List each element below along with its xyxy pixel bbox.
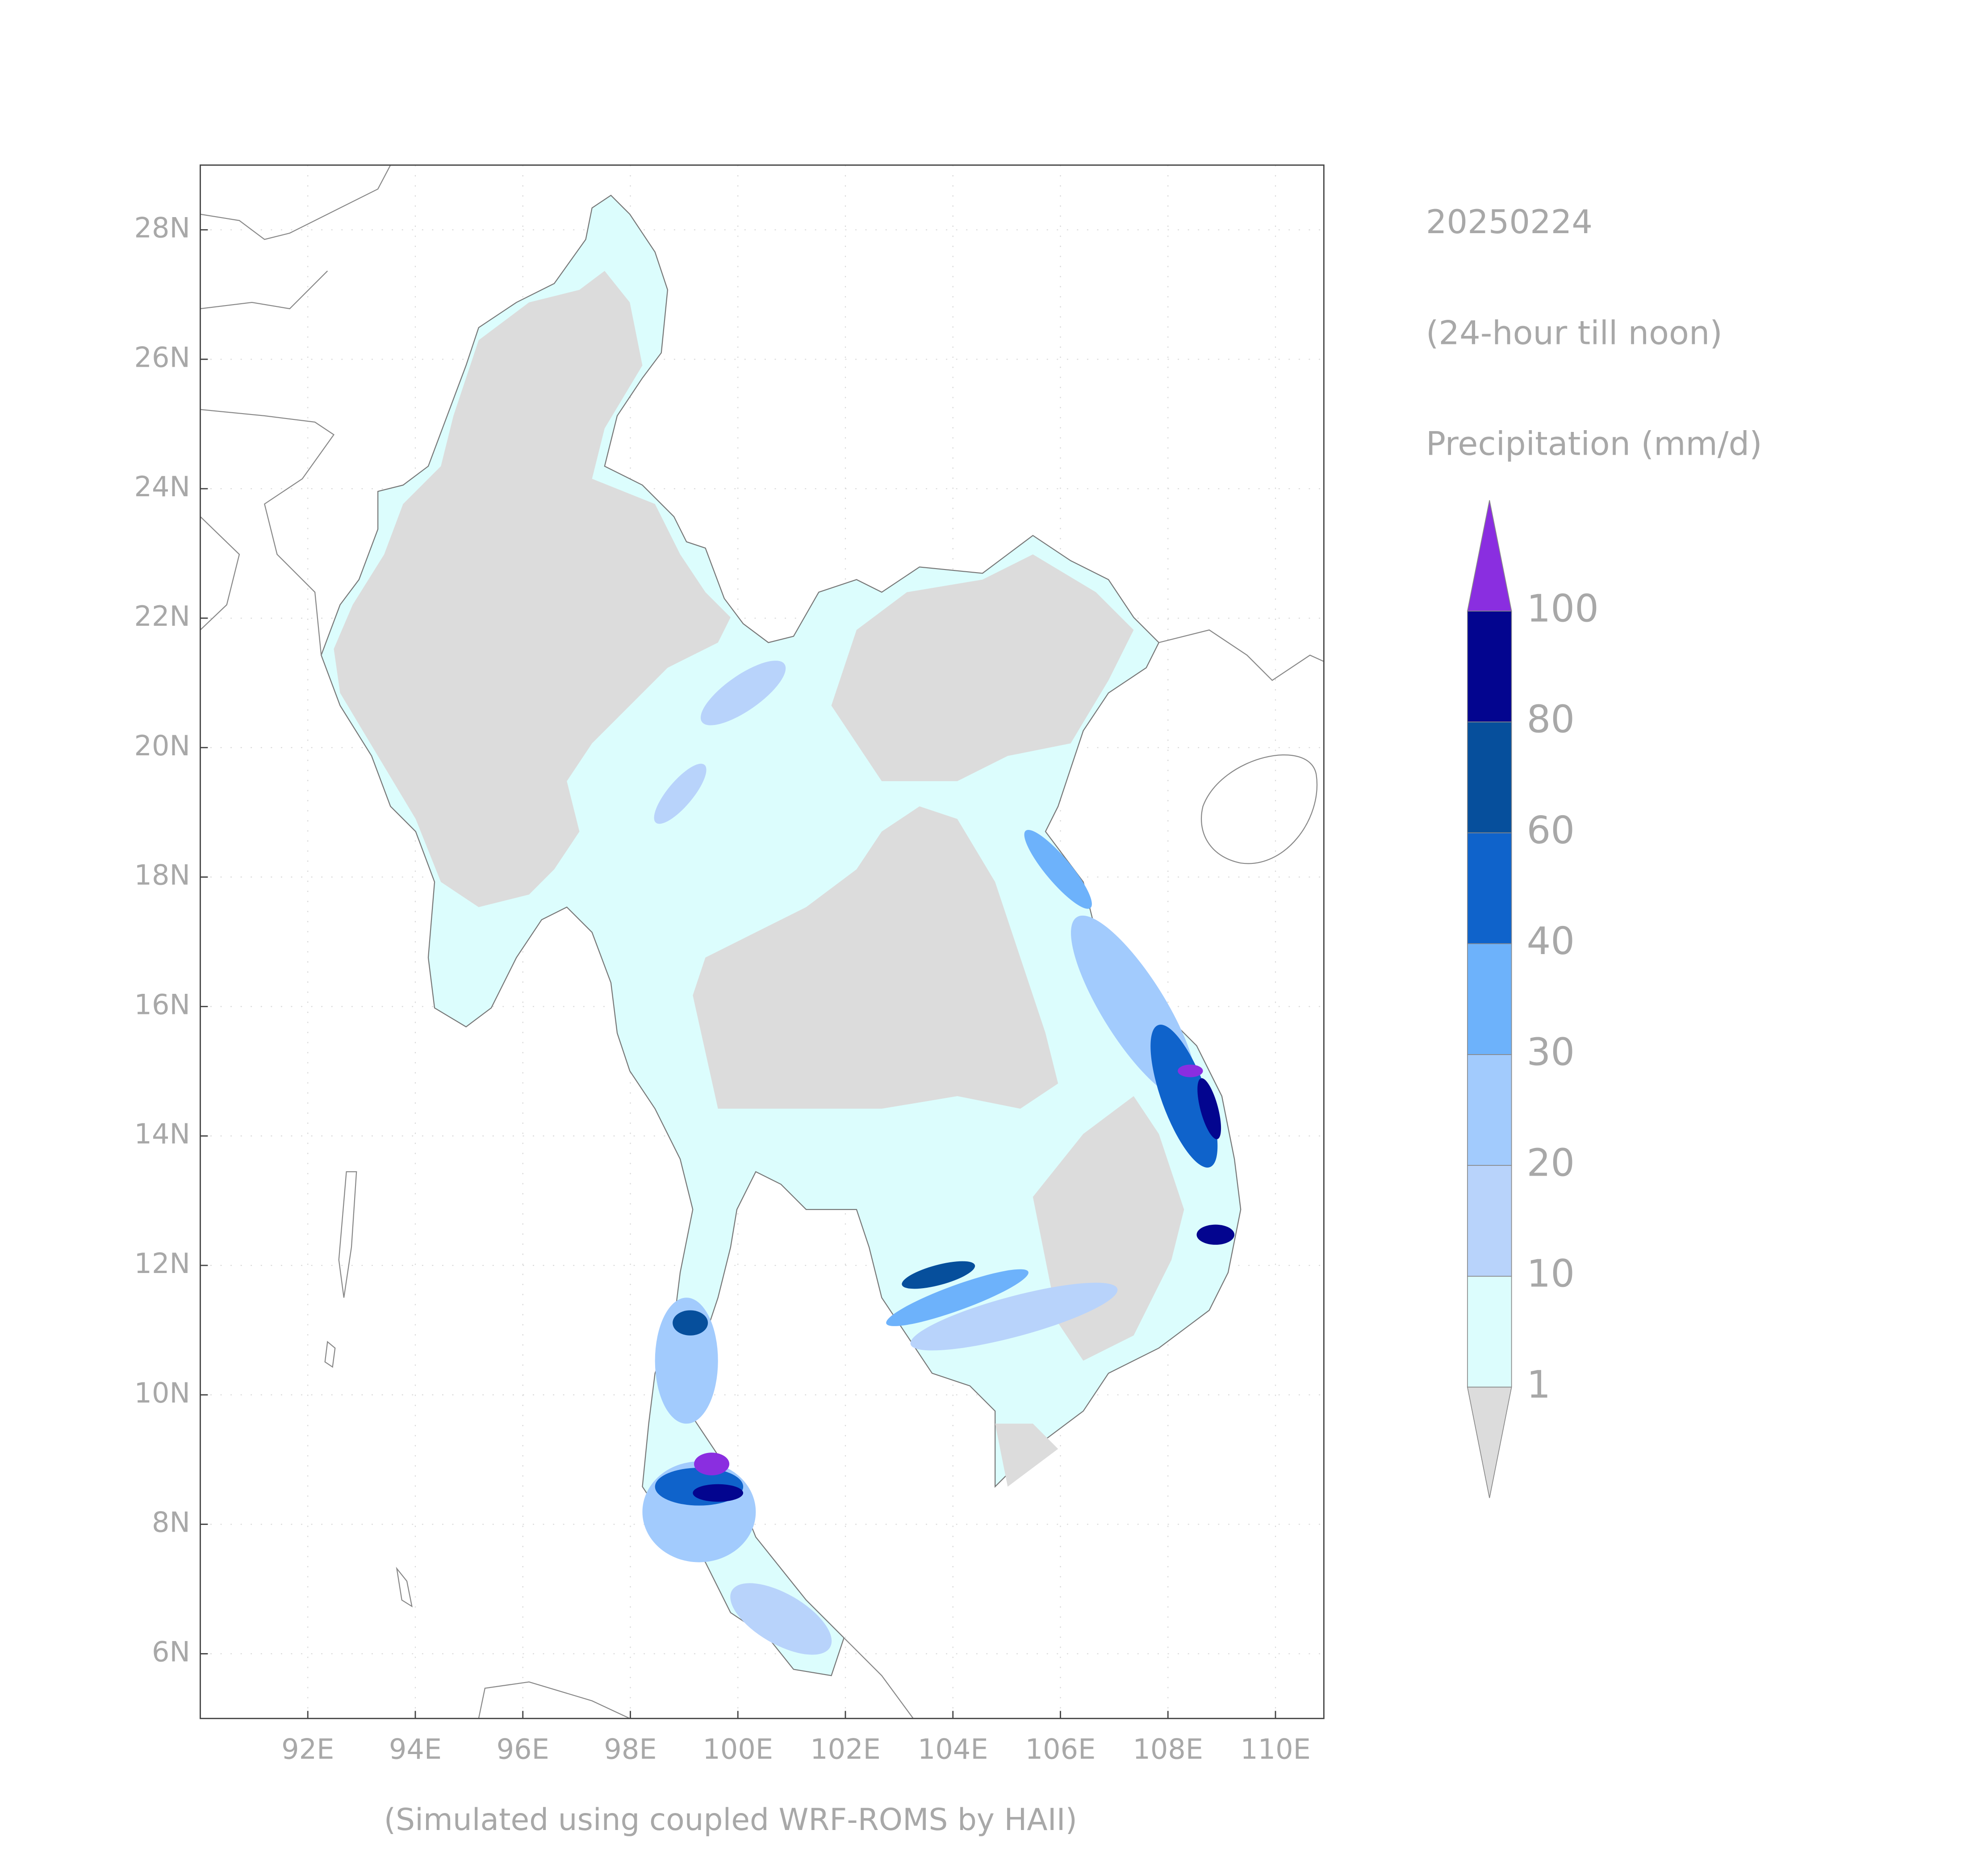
colorbar-label: 80 <box>1526 697 1575 741</box>
colorbar-label: 40 <box>1526 919 1575 963</box>
axes: 92E 94E 96E 98E 100E 102E 104E 106E 108E 110E 6N 8N… <box>134 212 1311 1766</box>
coastline <box>1158 629 1324 681</box>
coastline <box>200 409 335 655</box>
precip-patch <box>902 1261 975 1289</box>
x-tick-label: 94E <box>389 1733 442 1766</box>
y-tick-label: 6N <box>152 1635 190 1668</box>
precip-patch <box>693 1484 744 1502</box>
colorbar-label: 30 <box>1526 1030 1575 1074</box>
y-tick-label: 10N <box>134 1377 190 1409</box>
colorbar-segment <box>1467 943 1512 1055</box>
map-frame <box>200 164 1325 1719</box>
precip-patch <box>1197 1078 1221 1139</box>
y-tick-label: 12N <box>134 1247 190 1280</box>
coastline <box>200 165 391 240</box>
colorbar-label: 1 <box>1526 1362 1551 1407</box>
colorbar-label: 100 <box>1526 586 1599 630</box>
precip-patch <box>694 1453 730 1475</box>
coastline <box>843 1637 914 1719</box>
title-date: 20250224 <box>1426 203 1593 241</box>
colorbar-label: 20 <box>1526 1141 1575 1185</box>
island-coast <box>396 1566 413 1608</box>
precip-patch <box>1178 1064 1203 1077</box>
dry-area <box>693 806 1058 1109</box>
coastline <box>200 270 328 310</box>
y-tick-label: 8N <box>152 1506 190 1539</box>
y-tick-label: 16N <box>134 988 190 1021</box>
colorbar: 1 10 20 30 40 60 80 100 <box>1467 500 1599 1498</box>
x-tick-label: 102E <box>810 1733 881 1766</box>
colorbar-segment <box>1467 1276 1512 1388</box>
title-variable: Precipitation (mm/d) <box>1426 425 1762 463</box>
colorbar-extend-low <box>1467 1386 1512 1498</box>
y-tick-label: 26N <box>134 341 190 373</box>
coastline <box>478 1681 630 1719</box>
precip-patch <box>654 763 707 824</box>
precip-patch <box>1150 1025 1218 1168</box>
y-tick-label: 20N <box>134 729 190 762</box>
colorbar-label: 10 <box>1526 1252 1575 1296</box>
y-tick-label: 24N <box>134 470 190 503</box>
x-tick-label: 92E <box>281 1733 334 1766</box>
x-tick-label: 108E <box>1133 1733 1203 1766</box>
colorbar-segment <box>1467 721 1512 833</box>
island-coast <box>324 1340 336 1368</box>
island-coast <box>338 1171 357 1298</box>
colorbar-segment <box>1467 1165 1512 1277</box>
x-tick-label: 104E <box>918 1733 988 1766</box>
hainan-coast <box>1201 754 1317 864</box>
colorbar-segment <box>1467 832 1512 944</box>
precip-patch <box>886 1269 1028 1326</box>
precip-patch <box>730 1583 832 1655</box>
colorbar-label: 60 <box>1526 808 1575 852</box>
x-tick-label: 100E <box>702 1733 773 1766</box>
x-tick-label: 110E <box>1240 1733 1311 1766</box>
y-tick-label: 22N <box>134 600 190 632</box>
y-tick-label: 18N <box>134 859 190 892</box>
precip-patch <box>910 1282 1118 1351</box>
y-tick-label: 28N <box>134 212 190 244</box>
precip-patch <box>1196 1224 1235 1245</box>
dry-area <box>831 554 1134 781</box>
colorbar-segment <box>1467 611 1512 723</box>
colorbar-extend-high <box>1467 500 1512 611</box>
footer: (Simulated using coupled WRF-ROMS by HAI… <box>384 1802 1077 1837</box>
coastline <box>200 516 240 631</box>
map-area <box>200 165 1324 1719</box>
dry-area <box>334 271 731 907</box>
title-period: (24-hour till noon) <box>1426 314 1723 352</box>
colorbar-segment <box>1467 1054 1512 1166</box>
x-tick-label: 96E <box>497 1733 549 1766</box>
precip-patch <box>673 1310 708 1336</box>
precip-patch <box>1024 829 1092 909</box>
precip-patch <box>700 661 786 725</box>
dry-area <box>995 1424 1058 1487</box>
x-tick-label: 106E <box>1025 1733 1096 1766</box>
x-tick-label: 98E <box>604 1733 656 1766</box>
y-tick-label: 14N <box>134 1118 190 1150</box>
